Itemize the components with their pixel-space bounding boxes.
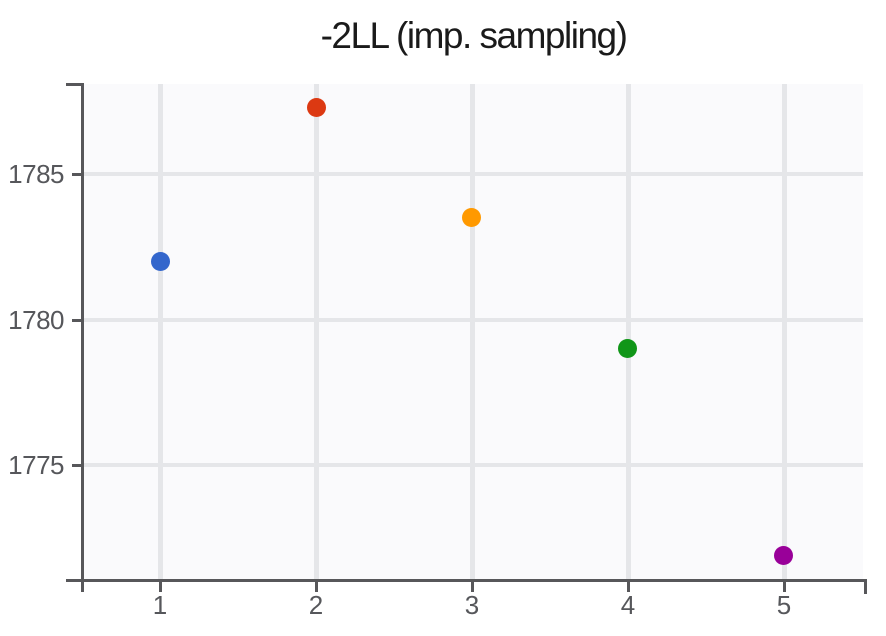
data-point (307, 98, 326, 117)
y-tick-mark (72, 173, 82, 176)
gridline-vertical (782, 84, 787, 579)
x-axis-end-cap (864, 579, 867, 594)
data-point (151, 252, 170, 271)
x-tick-label: 5 (776, 590, 792, 620)
y-axis-line (81, 83, 84, 592)
gridline-vertical (158, 84, 163, 579)
gridline-horizontal (84, 172, 863, 176)
x-tick-label: 3 (464, 590, 480, 620)
x-tick-mark (159, 582, 162, 592)
data-point (774, 546, 793, 565)
x-tick-label: 2 (308, 590, 324, 620)
x-tick-mark (627, 582, 630, 592)
y-tick-mark (72, 464, 82, 467)
y-axis-end-cap (66, 83, 84, 86)
y-tick-mark (72, 319, 82, 322)
gridline-vertical (470, 84, 475, 579)
data-point (462, 208, 481, 227)
gridline-vertical (314, 84, 319, 579)
x-axis-line (66, 579, 867, 582)
x-tick-mark (315, 582, 318, 592)
x-tick-label: 4 (620, 590, 636, 620)
chart-title: -2LL (imp. sampling) (320, 15, 628, 56)
y-tick-label: 1775 (8, 450, 64, 480)
x-tick-label: 1 (152, 590, 168, 620)
x-tick-mark (471, 582, 474, 592)
y-tick-label: 1785 (8, 159, 64, 189)
data-point (618, 339, 637, 358)
gridline-vertical (626, 84, 631, 579)
gridline-horizontal (84, 318, 863, 322)
y-tick-label: 1780 (8, 305, 64, 335)
x-tick-mark (783, 582, 786, 592)
gridline-horizontal (84, 463, 863, 467)
